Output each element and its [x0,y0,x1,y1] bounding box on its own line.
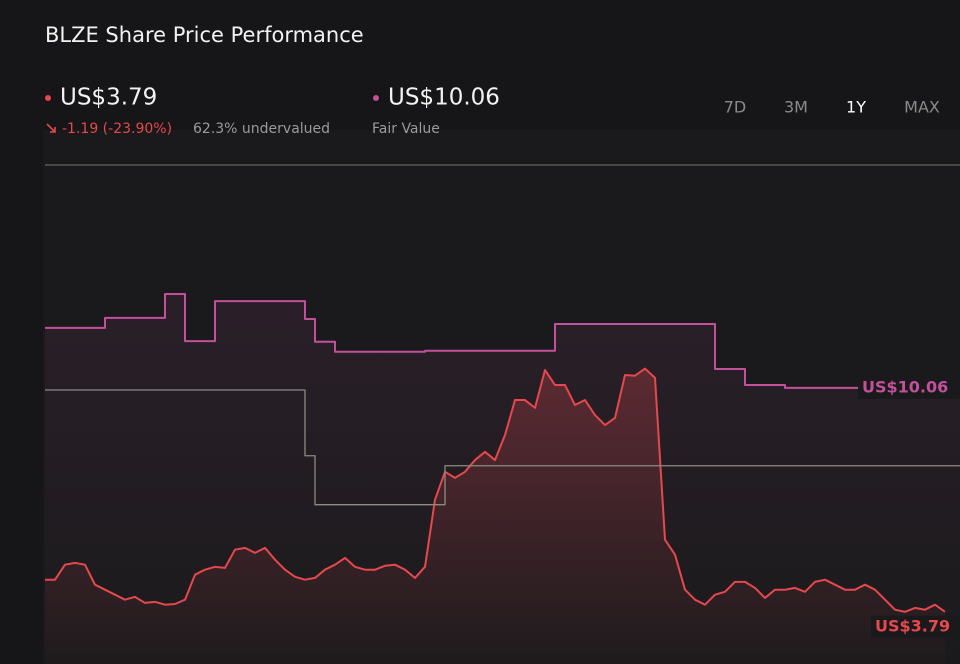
fair-value-dot [373,95,379,101]
fair-value-area [45,293,960,664]
range-button[interactable]: MAX [904,98,940,117]
fair-value-caption: Fair Value [372,121,440,137]
fair-value-tag-bg [858,376,960,399]
fair-value-line [45,292,960,389]
price-tag-bg [871,615,960,638]
range-button[interactable]: 1Y [846,98,866,117]
fair-value-tag: US$10.06 [862,377,948,396]
price-line [45,367,946,613]
undervalued-label: 62.3% undervalued [193,121,330,137]
down-arrow-icon [46,123,56,133]
price-value: US$3.79 [60,85,157,111]
step-line [45,389,960,506]
price-dot [45,95,51,101]
price-change: -1.19 (-23.90%) [62,121,172,137]
fair-value: US$10.06 [388,85,500,111]
chart-title: BLZE Share Price Performance [45,23,364,47]
price-tag: US$3.79 [875,616,950,635]
range-button[interactable]: 7D [724,98,747,117]
range-button[interactable]: 3M [784,98,808,117]
